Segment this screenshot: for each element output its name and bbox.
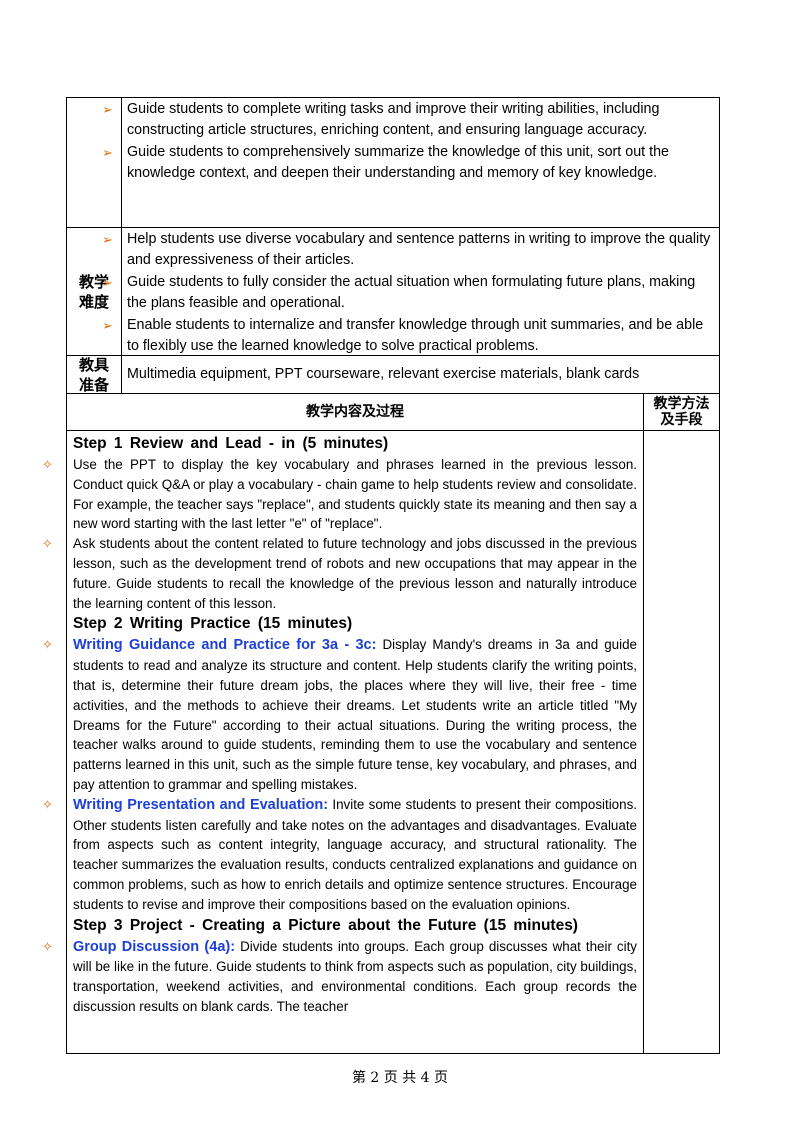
step-title: Step 3 Project - Creating a Picture abou… [73, 916, 578, 934]
paragraph: ✧ Writing Guidance and Practice for 3a - … [42, 635, 637, 794]
bullet-text: Help students use diverse vocabulary and… [127, 231, 711, 269]
paragraph-marker: ✧ [42, 536, 53, 552]
bullet-item: ➢ Enable students to internalize and tran… [102, 315, 712, 358]
paragraph-lead: Writing Guidance and Practice for 3a - 3… [73, 637, 377, 654]
paragraph-marker: ✧ [42, 457, 53, 472]
step-title: Step 2 Writing Practice (15 minutes) [73, 615, 353, 633]
row-label: 教学难度 [66, 227, 122, 356]
paragraph: ✧ Writing Presentation and Evaluation: In… [42, 795, 637, 915]
bullet-arrow: ➢ [102, 274, 113, 290]
row-text: Multimedia equipment, PPT courseware, re… [121, 355, 720, 385]
bullet-item: ➢ Guide students to fully consider the ac… [102, 272, 712, 315]
bullet-arrow: ➢ [102, 102, 113, 117]
paragraph-marker: ✧ [42, 637, 53, 653]
paragraph: ✧ Ask students about the content related … [42, 534, 637, 613]
paragraph-marker: ✧ [42, 796, 53, 812]
paragraph-marker: ✧ [42, 938, 53, 954]
row-text: ➢ Guide students to complete writing task… [102, 97, 720, 185]
paragraph-text: Invite some students to present their co… [73, 796, 637, 912]
paragraph-text: Display Mandy's dreams in 3a and guide s… [73, 637, 637, 792]
bullet-item: ➢ Help students use diverse vocabulary an… [102, 229, 712, 272]
bullet-arrow: ➢ [102, 144, 113, 160]
method-cell [643, 430, 720, 1054]
process-header: 教学内容及过程 [66, 393, 644, 431]
paragraph-text: Use the PPT to display the key vocabular… [73, 457, 637, 532]
row-text-line: Multimedia equipment, PPT courseware, re… [127, 366, 640, 382]
bullet-text: Enable students to internalize and trans… [127, 316, 704, 355]
page-footer: 第 2 页 共 4 页 [351, 1070, 449, 1086]
paragraph-text: Divide students into groups. Each group … [73, 938, 637, 1014]
step-title: Step 1 Review and Lead - in (5 minutes) [73, 435, 389, 452]
bullet-text: Guide students to comprehensively summar… [127, 143, 669, 182]
paragraph: ✧ Group Discussion (4a): Divide students … [42, 937, 637, 1017]
bullet-item: ➢ Guide students to comprehensively summa… [102, 142, 712, 185]
process-content: Step 1 Review and Lead - in (5 minutes) ✧… [42, 430, 644, 1054]
bullet-text: Guide students to fully consider the act… [127, 273, 696, 312]
paragraph-lead: Writing Presentation and Evaluation: [73, 796, 329, 813]
bullet-text: Guide students to complete writing tasks… [127, 101, 660, 139]
row-label: 教具准备 [66, 355, 122, 394]
method-header: 教学方法及手段 [643, 393, 720, 431]
bullet-arrow: ➢ [102, 317, 113, 333]
row-label [66, 97, 122, 228]
bullet-arrow: ➢ [102, 232, 113, 247]
row-text: ➢ Help students use diverse vocabulary an… [102, 227, 720, 358]
paragraph-lead: Group Discussion (4a): [73, 938, 236, 955]
paragraph-text: Ask students about the content related t… [73, 536, 637, 611]
paragraph: ✧ Use the PPT to display the key vocabula… [42, 455, 637, 534]
bullet-item: ➢ Guide students to complete writing task… [102, 99, 712, 142]
